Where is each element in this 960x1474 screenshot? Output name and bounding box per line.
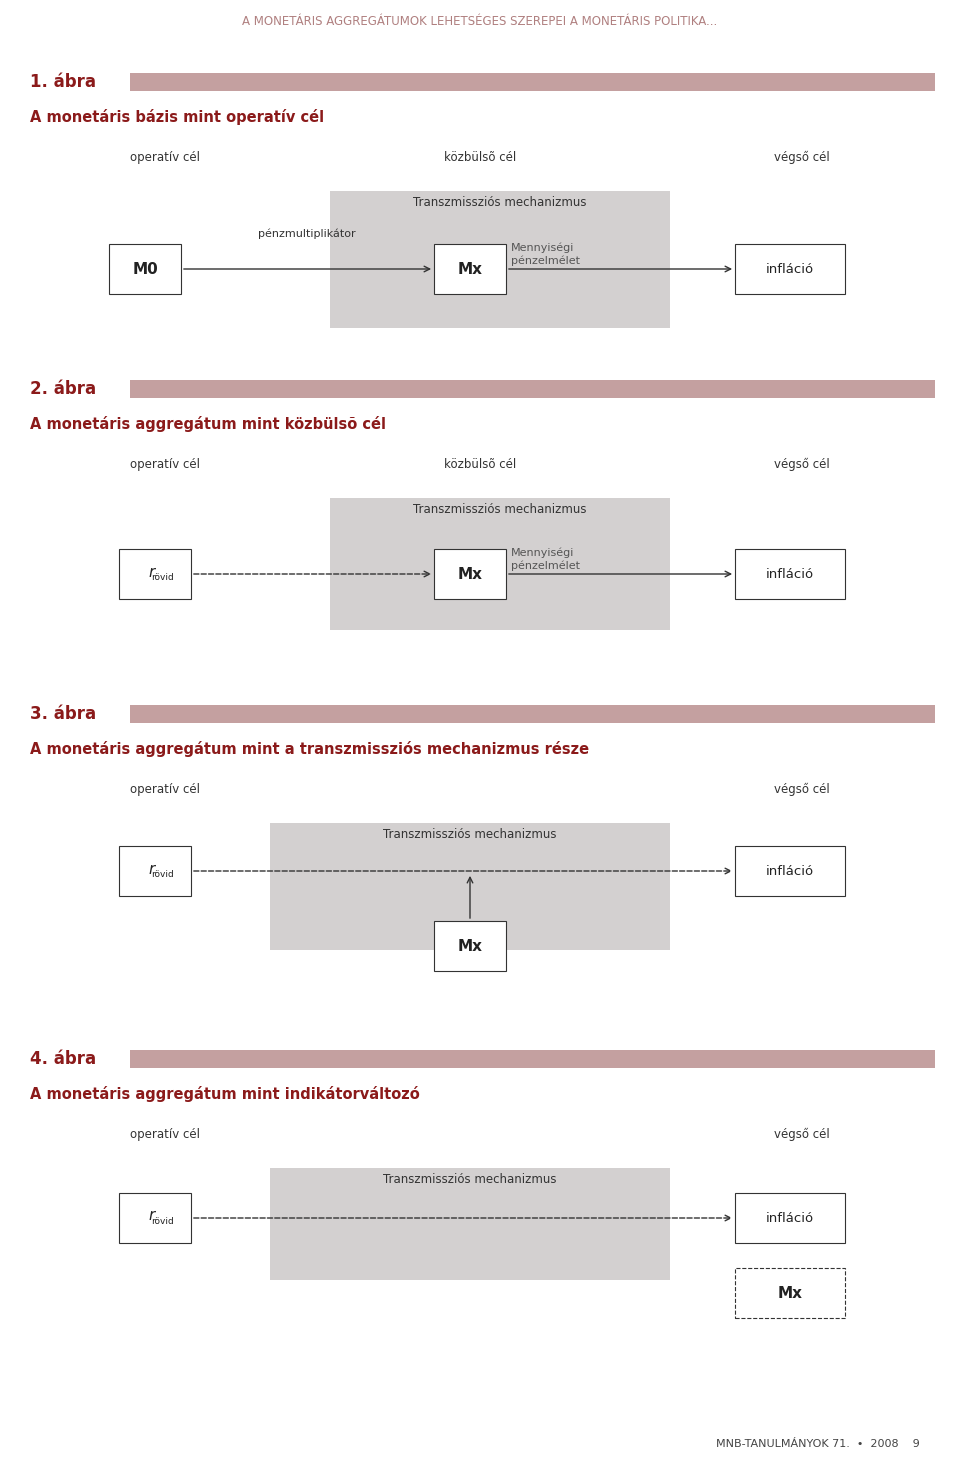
- Text: r: r: [149, 861, 156, 877]
- Bar: [735, 245, 845, 293]
- Text: rövid: rövid: [151, 572, 174, 582]
- Bar: [735, 1268, 845, 1318]
- Text: közbülsõ cél: közbülsõ cél: [444, 458, 516, 472]
- Text: 2. ábra: 2. ábra: [30, 380, 96, 398]
- Text: infláció: infláció: [766, 262, 814, 276]
- Text: operatív cél: operatív cél: [130, 1128, 200, 1141]
- Text: r: r: [149, 565, 156, 579]
- Text: rövid: rövid: [151, 870, 174, 879]
- Text: Mennyiségi
pénzelmélet: Mennyiségi pénzelmélet: [511, 547, 580, 570]
- Text: Mx: Mx: [458, 939, 483, 954]
- Bar: [130, 74, 935, 91]
- Text: infláció: infláció: [766, 567, 814, 581]
- Text: operatív cél: operatív cél: [130, 458, 200, 472]
- Text: infláció: infláció: [766, 1212, 814, 1225]
- Bar: [434, 921, 506, 971]
- Text: infláció: infláció: [766, 864, 814, 877]
- Bar: [119, 548, 191, 598]
- Text: 1. ábra: 1. ábra: [30, 74, 96, 91]
- Bar: [130, 1049, 935, 1069]
- Text: 4. ábra: 4. ábra: [30, 1049, 96, 1069]
- Text: A MONETÁRIS AGGREGÁTUMOK LEHETSÉGES SZEREPEI A MONETÁRIS POLITIKA...: A MONETÁRIS AGGREGÁTUMOK LEHETSÉGES SZER…: [242, 15, 718, 28]
- Bar: [109, 245, 181, 293]
- Bar: [270, 1167, 670, 1279]
- Bar: [119, 1192, 191, 1243]
- Text: rövid: rövid: [151, 1216, 174, 1225]
- Bar: [270, 822, 670, 951]
- Text: operatív cél: operatív cél: [130, 150, 200, 164]
- Text: A monetáris bázis mint operatív cél: A monetáris bázis mint operatív cél: [30, 109, 324, 125]
- Text: Transzmissziós mechanizmus: Transzmissziós mechanizmus: [413, 196, 587, 209]
- Bar: [735, 846, 845, 896]
- Text: Mx: Mx: [458, 261, 483, 277]
- Bar: [735, 548, 845, 598]
- Text: operatív cél: operatív cél: [130, 783, 200, 796]
- Text: közbülsõ cél: közbülsõ cél: [444, 150, 516, 164]
- Text: Mennyiségi
pénzelmélet: Mennyiségi pénzelmélet: [511, 242, 580, 265]
- Text: M0: M0: [132, 261, 157, 277]
- Text: Mx: Mx: [458, 566, 483, 582]
- Text: 3. ábra: 3. ábra: [30, 705, 96, 724]
- Text: végső cél: végső cél: [775, 458, 830, 472]
- Text: pénzmultiplikátor: pénzmultiplikátor: [258, 228, 356, 239]
- Bar: [735, 1192, 845, 1243]
- Text: A monetáris aggregátum mint közbülsõ cél: A monetáris aggregátum mint közbülsõ cél: [30, 416, 386, 432]
- Text: A monetáris aggregátum mint a transzmissziós mechanizmus része: A monetáris aggregátum mint a transzmiss…: [30, 741, 589, 758]
- Bar: [119, 846, 191, 896]
- Text: Transzmissziós mechanizmus: Transzmissziós mechanizmus: [383, 828, 557, 842]
- Text: A monetáris aggregátum mint indikátorváltozó: A monetáris aggregátum mint indikátorvál…: [30, 1086, 420, 1103]
- Text: végső cél: végső cél: [775, 150, 830, 164]
- Bar: [130, 380, 935, 398]
- Bar: [330, 498, 670, 629]
- Text: Mx: Mx: [778, 1285, 803, 1300]
- Bar: [434, 245, 506, 293]
- Text: végső cél: végső cél: [775, 1128, 830, 1141]
- Text: végső cél: végső cél: [775, 783, 830, 796]
- Bar: [330, 192, 670, 329]
- Text: MNB-TANULMÁNYOK 71.  •  2008    9: MNB-TANULMÁNYOK 71. • 2008 9: [716, 1439, 920, 1449]
- Bar: [434, 548, 506, 598]
- Text: Transzmissziós mechanizmus: Transzmissziós mechanizmus: [383, 1173, 557, 1187]
- Text: Transzmissziós mechanizmus: Transzmissziós mechanizmus: [413, 503, 587, 516]
- Text: r: r: [149, 1209, 156, 1223]
- Bar: [130, 705, 935, 724]
